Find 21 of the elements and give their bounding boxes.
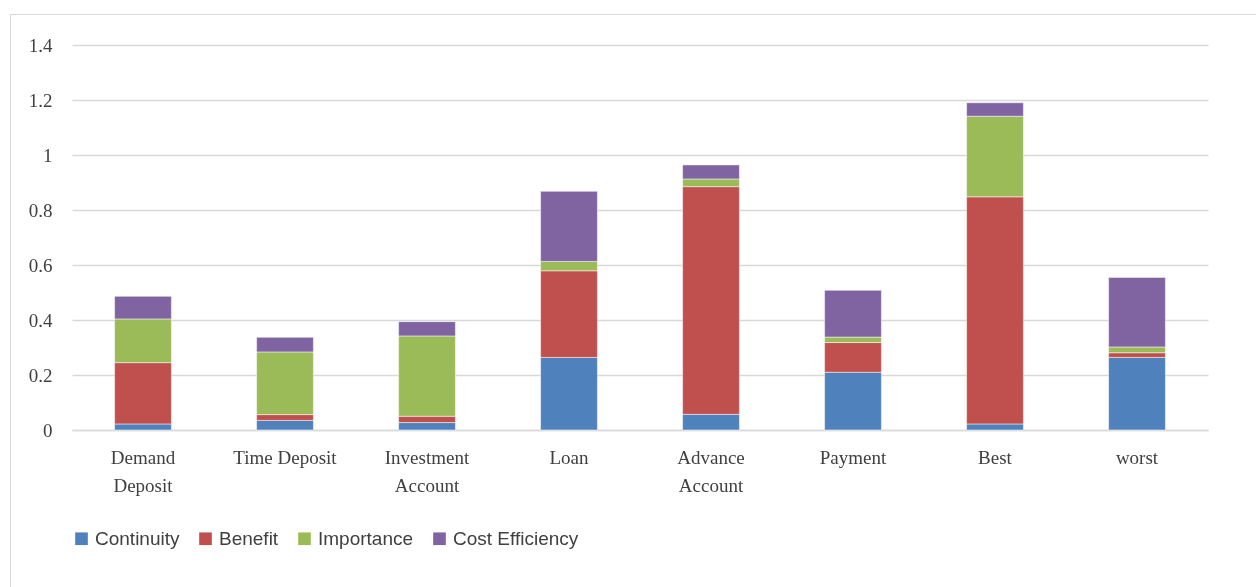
y-tick-label: 0 <box>43 419 53 441</box>
x-tick-label: Advance Account <box>677 446 745 496</box>
legend-label: Benefit <box>219 527 279 549</box>
y-tick-label: 0.8 <box>28 199 53 221</box>
x-tick-label: Best <box>978 446 1013 468</box>
x-tick-label: Time Deposit <box>233 446 338 468</box>
legend-label: Continuity <box>95 527 180 549</box>
bar <box>1108 357 1166 431</box>
legend-label: Cost Efficiency <box>453 527 579 549</box>
x-tick-label: worst <box>1115 446 1159 468</box>
y-tick-label: 1 <box>43 144 53 166</box>
legend-label: Importance <box>318 527 414 549</box>
x-tick-label: Loan <box>549 446 590 468</box>
y-tick-label: 1.4 <box>28 34 53 56</box>
x-tick-label: Investment Account <box>384 446 470 496</box>
y-tick-label: 0.4 <box>28 309 53 331</box>
y-tick-label: 0.2 <box>28 364 53 386</box>
y-tick-label: 1.2 <box>28 89 53 111</box>
x-tick-label: Demand Deposit <box>110 446 176 496</box>
x-tick-label: Payment <box>819 446 887 468</box>
y-tick-label: 0.6 <box>28 254 53 276</box>
